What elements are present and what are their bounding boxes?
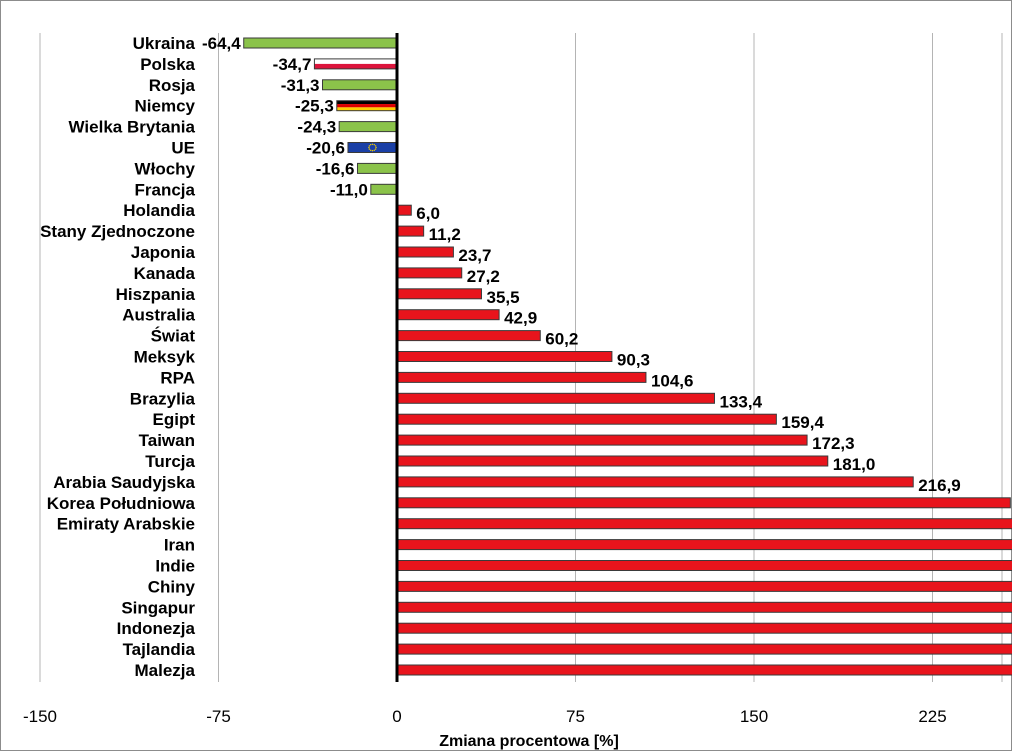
bar xyxy=(396,476,914,488)
category-label: Australia xyxy=(122,306,195,325)
category-label: Polska xyxy=(140,55,195,74)
bar xyxy=(396,330,541,342)
x-tick-label: 150 xyxy=(740,707,768,726)
category-label: Wielka Brytania xyxy=(69,118,196,137)
category-label: Taiwan xyxy=(139,431,195,450)
bar xyxy=(396,267,463,279)
category-label: Kanada xyxy=(134,264,196,283)
value-label: 172,3 xyxy=(812,434,855,453)
category-label: Singapur xyxy=(121,598,195,617)
bar xyxy=(396,309,500,321)
category-label: Meksyk xyxy=(134,348,196,367)
value-label: 90,3 xyxy=(617,351,650,370)
category-label: Iran xyxy=(164,536,195,555)
x-tick-label: -150 xyxy=(23,707,57,726)
bar xyxy=(396,371,647,383)
value-label: -25,3 xyxy=(295,97,334,116)
value-label: -11,0 xyxy=(330,180,368,199)
tick-layer: -150-75075150225300375450 xyxy=(23,707,947,726)
category-label: Emiraty Arabskie xyxy=(57,515,195,534)
x-axis-title: Zmiana procentowa [%] xyxy=(439,733,619,750)
value-label: 216,9 xyxy=(918,476,961,495)
category-label: UE xyxy=(171,139,195,158)
value-label: 23,7 xyxy=(458,246,491,265)
category-label: Tajlandia xyxy=(123,640,196,659)
category-label: Francja xyxy=(135,180,196,199)
bar xyxy=(396,204,412,216)
bar xyxy=(396,518,1012,530)
value-label: -64,4 xyxy=(202,34,241,53)
bar xyxy=(396,225,425,237)
category-label: Niemcy xyxy=(135,97,196,116)
value-label: -31,3 xyxy=(281,76,320,95)
category-label: Włochy xyxy=(135,159,196,178)
bar xyxy=(338,121,398,133)
bar xyxy=(396,643,1012,655)
value-label: -20,6 xyxy=(306,139,345,158)
bar xyxy=(396,560,1012,571)
bar xyxy=(396,601,1012,613)
category-label: Świat xyxy=(151,327,196,346)
bar xyxy=(313,58,398,70)
category-label: Egipt xyxy=(153,410,196,429)
category-label: Chiny xyxy=(148,577,196,596)
bar xyxy=(396,497,1011,509)
category-label: Rosja xyxy=(149,76,196,95)
bar xyxy=(370,183,398,195)
value-label: -24,3 xyxy=(297,118,336,137)
bar xyxy=(396,392,715,404)
bar xyxy=(396,622,1012,634)
bar xyxy=(356,162,398,174)
value-label: 35,5 xyxy=(486,288,519,307)
category-label: Hiszpania xyxy=(116,285,196,304)
bar xyxy=(396,455,829,467)
category-label: Holandia xyxy=(123,201,195,220)
category-label: RPA xyxy=(160,368,195,387)
label-layer: Ukraina -64,4 Polska -34,7 Rosja -31,3 Niemcy -… xyxy=(40,34,961,680)
value-label: 11,2 xyxy=(429,225,461,244)
bar xyxy=(396,539,1012,551)
value-label: 42,9 xyxy=(504,309,537,328)
bar xyxy=(336,100,398,112)
value-label: 181,0 xyxy=(833,455,876,474)
value-label: -16,6 xyxy=(316,159,355,178)
category-label: Stany Zjednoczone xyxy=(40,222,195,241)
category-label: Japonia xyxy=(131,243,196,262)
bar xyxy=(396,246,454,258)
bar xyxy=(396,580,1012,592)
bar xyxy=(396,351,613,362)
x-tick-label: -75 xyxy=(206,707,231,726)
x-tick-label: 0 xyxy=(392,707,401,726)
value-label: 60,2 xyxy=(545,330,578,349)
bar-layer xyxy=(243,33,1012,682)
category-label: Indonezja xyxy=(117,619,196,638)
category-label: Indie xyxy=(155,557,195,576)
bar xyxy=(322,79,398,91)
value-label: 159,4 xyxy=(781,413,824,432)
category-label: Malezja xyxy=(135,661,196,680)
category-label: Arabia Saudyjska xyxy=(53,473,195,492)
category-label: Turcja xyxy=(145,452,195,471)
x-tick-label: 75 xyxy=(566,707,585,726)
value-label: 27,2 xyxy=(467,267,500,286)
value-label: 133,4 xyxy=(719,392,762,411)
value-label: -34,7 xyxy=(273,55,312,74)
bar xyxy=(396,288,482,300)
category-label: Korea Południowa xyxy=(47,494,196,513)
bar xyxy=(243,37,398,49)
bar xyxy=(396,413,777,425)
bar xyxy=(396,434,808,446)
value-label: 6,0 xyxy=(416,204,440,223)
x-tick-label: 225 xyxy=(918,707,946,726)
grid-layer xyxy=(39,33,1003,682)
bar xyxy=(347,142,398,153)
value-label: 104,6 xyxy=(651,371,694,390)
category-label: Ukraina xyxy=(133,34,196,53)
category-label: Brazylia xyxy=(130,389,196,408)
bar xyxy=(396,664,1012,676)
